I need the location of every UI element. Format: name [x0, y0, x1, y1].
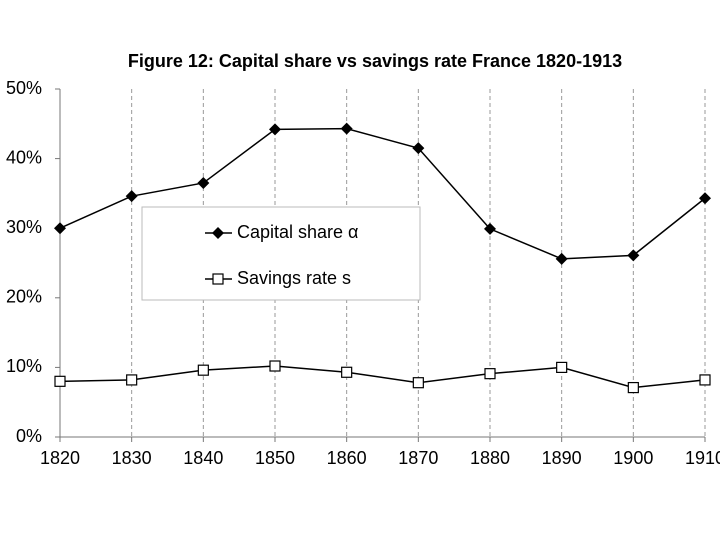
- point: [699, 192, 711, 205]
- point: [484, 222, 496, 235]
- point: [627, 381, 639, 394]
- x-tick-label: 1850: [255, 448, 295, 468]
- legend: Capital share α Savings rate s: [141, 206, 421, 301]
- point: [269, 123, 281, 136]
- legend-marker: [212, 227, 224, 239]
- legend-label: Capital share α: [237, 222, 358, 242]
- point: [340, 122, 353, 135]
- y-tick-label: 10%: [6, 356, 42, 376]
- point: [412, 142, 425, 155]
- x-tick-label: 1870: [398, 448, 438, 468]
- x-tick-label: 1840: [183, 448, 223, 468]
- legend-label: Savings rate s: [237, 268, 351, 288]
- x-tick-label: 1830: [112, 448, 152, 468]
- point: [125, 190, 138, 203]
- y-tick-label: 30%: [6, 217, 42, 237]
- point: [197, 364, 209, 376]
- y-tick-label: 0%: [16, 426, 42, 446]
- series-line: [59, 365, 706, 389]
- point: [627, 249, 640, 262]
- point: [555, 252, 568, 265]
- point: [126, 374, 138, 386]
- point: [269, 360, 281, 372]
- legend-marker: [212, 273, 224, 285]
- point: [699, 374, 711, 386]
- y-tick-label: 40%: [6, 147, 42, 167]
- point: [54, 222, 66, 235]
- x-tick-label: 1880: [470, 448, 510, 468]
- point: [484, 368, 496, 380]
- point: [54, 375, 66, 387]
- y-tick-label: 20%: [6, 287, 42, 307]
- x-tick-label: 1820: [40, 448, 80, 468]
- x-tick-label: 1860: [327, 448, 367, 468]
- chart-title: Figure 12: Capital share vs savings rate…: [128, 51, 622, 71]
- x-tick-label: 1890: [542, 448, 582, 468]
- series-line: [59, 127, 706, 260]
- point: [341, 366, 353, 378]
- x-tick-label: 1900: [613, 448, 653, 468]
- point: [412, 377, 424, 389]
- plot-area: 1820 1830 1840 1850 1860 1870 1880 1890 1900 191 0…: [6, 78, 720, 468]
- point: [197, 176, 210, 189]
- legend-box: [141, 206, 421, 301]
- point: [556, 361, 568, 373]
- y-tick-label: 50%: [6, 78, 42, 98]
